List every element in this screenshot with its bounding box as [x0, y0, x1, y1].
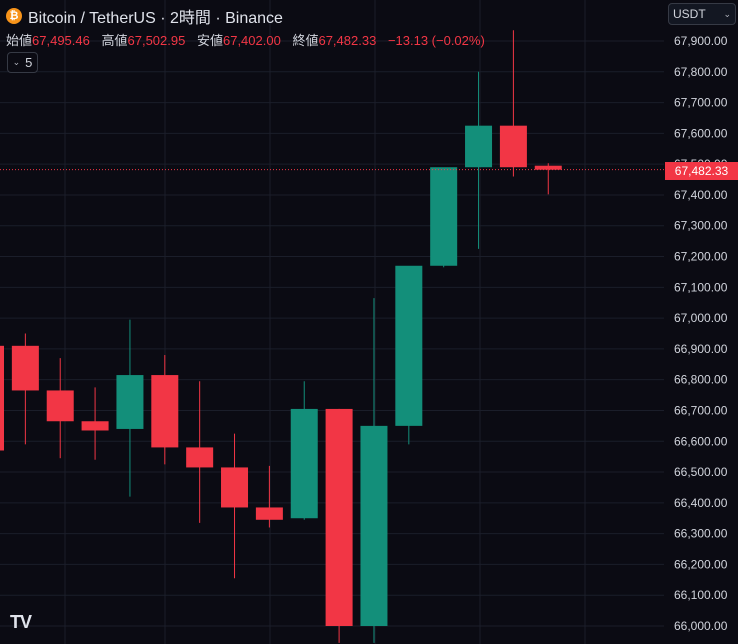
candle — [11, 333, 39, 445]
candle — [81, 387, 109, 460]
candle-body — [255, 507, 283, 520]
candle — [325, 408, 353, 643]
price-tick-label: 66,000.00 — [674, 619, 728, 633]
price-tick-label: 67,200.00 — [674, 250, 728, 264]
price-tick-label: 66,300.00 — [674, 527, 728, 541]
candle — [499, 30, 527, 177]
candle — [221, 433, 249, 579]
chevron-down-icon: ⌄ — [723, 8, 731, 19]
change-value: −13.13 (−0.02%) — [387, 33, 485, 48]
candle-body — [395, 265, 423, 426]
candle-body — [325, 408, 353, 626]
price-tick-label: 67,900.00 — [674, 34, 728, 48]
candle-body — [116, 375, 144, 429]
symbol-title[interactable]: Bitcoin / TetherUS · 2時間 · Binance — [28, 10, 283, 27]
candle — [465, 71, 493, 249]
price-tick-label: 66,100.00 — [674, 588, 728, 602]
candle — [395, 265, 423, 445]
candle-body — [430, 167, 458, 266]
candle-body — [499, 125, 527, 168]
currency-value: USDT — [673, 7, 706, 21]
candle-body — [46, 390, 74, 422]
open-label: 始値 — [6, 33, 33, 48]
price-tick-label: 67,600.00 — [674, 126, 728, 140]
price-tick-label: 67,800.00 — [674, 65, 728, 79]
candle — [46, 358, 74, 459]
bitcoin-icon: ₿ — [6, 8, 22, 24]
high-value: 67,502.95 — [127, 33, 186, 48]
price-tick-label: 66,400.00 — [674, 496, 728, 510]
candle — [430, 167, 458, 268]
close-label: 終値 — [292, 33, 319, 48]
candle — [116, 319, 144, 497]
candle — [255, 465, 283, 528]
candle-body — [186, 447, 214, 468]
indicator-toggle-button[interactable]: ⌄ 5 — [7, 52, 38, 73]
price-tick-label: 67,300.00 — [674, 219, 728, 233]
candle — [290, 381, 318, 520]
low-value: 67,402.00 — [222, 33, 281, 48]
candle-body — [11, 345, 39, 391]
price-tick-label: 66,600.00 — [674, 434, 728, 448]
price-tick-label: 66,700.00 — [674, 403, 728, 417]
candle — [186, 381, 214, 523]
symbol-header: ₿ Bitcoin / TetherUS · 2時間 · Binance — [6, 4, 283, 28]
tradingview-logo[interactable]: TV — [10, 612, 32, 632]
open-value: 67,495.46 — [32, 33, 90, 48]
chevron-down-icon: ⌄ — [12, 57, 21, 67]
currency-select[interactable]: USDT ⌄ — [668, 3, 736, 25]
price-axis[interactable]: 67,900.0067,800.0067,700.0067,600.0067,5… — [674, 34, 728, 633]
candle-body — [81, 421, 109, 431]
price-tick-label: 67,000.00 — [674, 311, 728, 325]
candle-body — [221, 467, 249, 508]
indicator-count: 5 — [25, 55, 33, 70]
price-tick-label: 66,900.00 — [674, 342, 728, 356]
high-label: 高値 — [101, 33, 128, 48]
ohlc-legend: 始値67,495.46 高値67,502.95 安値67,402.00 終値67… — [6, 30, 485, 49]
candles — [0, 30, 562, 643]
candle-body — [360, 425, 388, 626]
candle — [534, 163, 562, 195]
candle-body — [465, 125, 493, 168]
last-price-tag: 67,482.33 — [665, 162, 738, 180]
price-tick-label: 66,800.00 — [674, 373, 728, 387]
candle — [151, 355, 179, 465]
candle-body — [151, 375, 179, 448]
candle-body — [534, 165, 562, 170]
price-tick-label: 66,500.00 — [674, 465, 728, 479]
low-label: 安値 — [196, 33, 223, 48]
price-tick-label: 66,200.00 — [674, 557, 728, 571]
candle-body — [290, 408, 318, 519]
price-tick-label: 67,700.00 — [674, 96, 728, 110]
close-value: 67,482.33 — [318, 33, 377, 48]
candle — [360, 298, 388, 643]
price-tick-label: 67,100.00 — [674, 280, 728, 294]
candle-body — [0, 345, 4, 451]
price-tick-label: 67,400.00 — [674, 188, 728, 202]
candle — [0, 345, 4, 451]
